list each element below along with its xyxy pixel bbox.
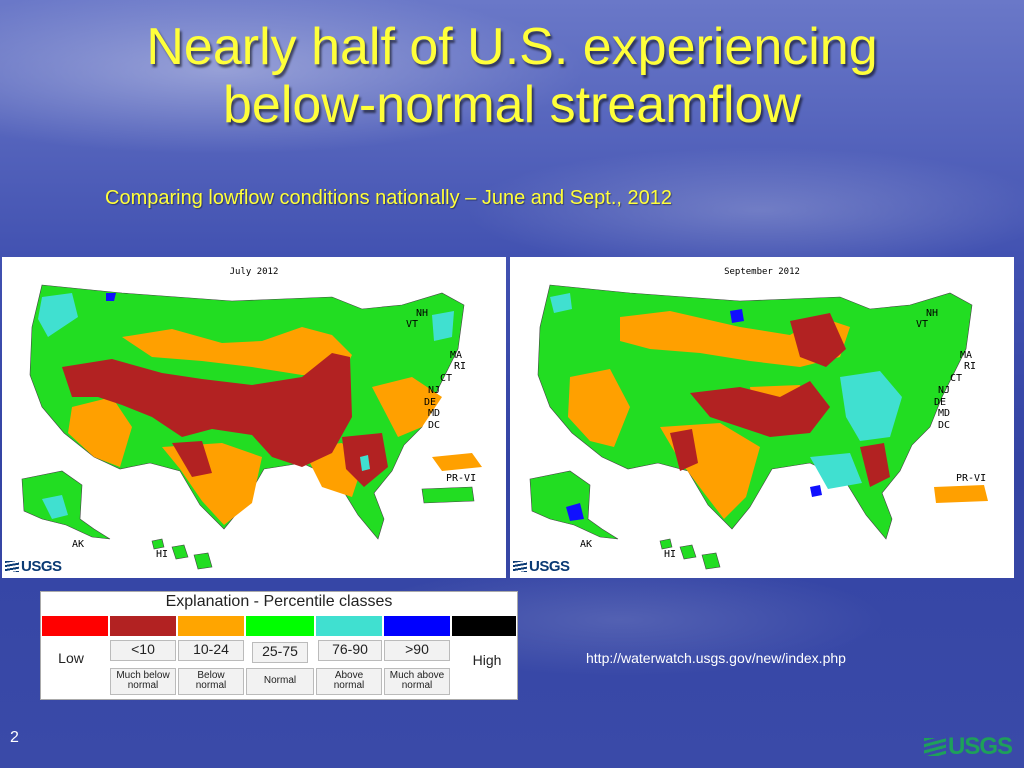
- percentile-legend: Explanation - Percentile classes Low Hig…: [40, 591, 518, 700]
- legend-class-label: Normal: [263, 675, 297, 686]
- usgs-footer-logo: USGS: [923, 733, 1013, 761]
- legend-title: Explanation - Percentile classes: [165, 593, 393, 610]
- state-label: MA: [960, 350, 973, 361]
- map-september-graphic: [529, 284, 988, 570]
- legend-swatch-blue: [384, 616, 450, 636]
- legend-range: 76-90: [332, 641, 368, 657]
- source-url[interactable]: http://waterwatch.usgs.gov/new/index.php: [586, 650, 846, 666]
- state-label: RI: [454, 361, 467, 372]
- state-label: PR-VI: [446, 473, 477, 484]
- state-label: NJ: [428, 385, 441, 396]
- map-july-graphic: [21, 284, 482, 570]
- legend-class-label: Much below normal: [116, 670, 170, 691]
- legend-box: [316, 668, 382, 695]
- state-label: NH: [926, 308, 939, 319]
- legend-box: [384, 668, 450, 695]
- state-label: CT: [440, 373, 453, 384]
- legend-range: 25-75: [262, 643, 298, 659]
- map-september-2012: September 2012 NH VT MA RI CT NJ DE MD D…: [510, 257, 1014, 578]
- legend-box: [178, 640, 244, 661]
- legend-class-label: Above normal: [333, 670, 365, 691]
- legend-range: >90: [405, 641, 429, 657]
- legend-box: [110, 668, 176, 695]
- legend-class-label: Below normal: [195, 670, 227, 691]
- legend-low-label: Low: [58, 650, 84, 666]
- state-label: DE: [934, 397, 947, 408]
- map-july-label: July 2012: [229, 267, 279, 277]
- slide-subtitle: Comparing lowflow conditions nationally …: [105, 187, 673, 209]
- legend-box: [384, 640, 450, 661]
- legend-high-label: High: [472, 652, 502, 668]
- state-label: VT: [916, 319, 929, 330]
- legend-swatch-orange: [178, 616, 244, 636]
- usgs-logo: USGS: [5, 558, 62, 575]
- legend-range: <10: [131, 641, 155, 657]
- title-line-2: below-normal streamflow: [223, 76, 801, 134]
- state-label: DE: [424, 397, 437, 408]
- legend-swatch-red: [42, 616, 108, 636]
- state-label: NH: [416, 308, 429, 319]
- legend-box: [110, 640, 176, 661]
- usgs-waves-icon: [5, 561, 19, 572]
- title-line-1: Nearly half of U.S. experiencing: [146, 18, 878, 76]
- state-label: AK: [72, 539, 85, 550]
- state-label: HI: [664, 549, 677, 560]
- state-label: MD: [428, 408, 441, 419]
- state-label: CT: [950, 373, 963, 384]
- state-label: MD: [938, 408, 951, 419]
- legend-box: [318, 640, 382, 661]
- legend-box: [246, 668, 314, 695]
- legend-range: 10-24: [193, 641, 229, 657]
- legend-box: [252, 642, 308, 663]
- state-label: MA: [450, 350, 463, 361]
- state-label: DC: [428, 420, 441, 431]
- legend-swatch-cyan: [316, 616, 382, 636]
- state-label: VT: [406, 319, 419, 330]
- state-label: NJ: [938, 385, 951, 396]
- slide-title: Nearly half of U.S. experiencing below-n…: [0, 18, 1024, 134]
- legend-swatch-darkred: [110, 616, 176, 636]
- map-july-2012: July 2012 NH VT MA RI CT NJ DE MD DC PR-…: [2, 257, 506, 578]
- legend-swatch-green: [246, 616, 314, 636]
- state-label: PR-VI: [956, 473, 987, 484]
- state-label: RI: [964, 361, 977, 372]
- legend-box: [178, 668, 244, 695]
- legend-swatch-black: [452, 616, 516, 636]
- usgs-waves-icon: [513, 561, 527, 572]
- map-september-label: September 2012: [724, 267, 800, 277]
- usgs-logo: USGS: [513, 558, 570, 575]
- state-label: AK: [580, 539, 593, 550]
- usgs-waves-icon: [923, 738, 946, 756]
- page-number: 2: [10, 729, 19, 746]
- state-label: HI: [156, 549, 169, 560]
- legend-class-label: Much above normal: [389, 670, 445, 691]
- state-label: DC: [938, 420, 951, 431]
